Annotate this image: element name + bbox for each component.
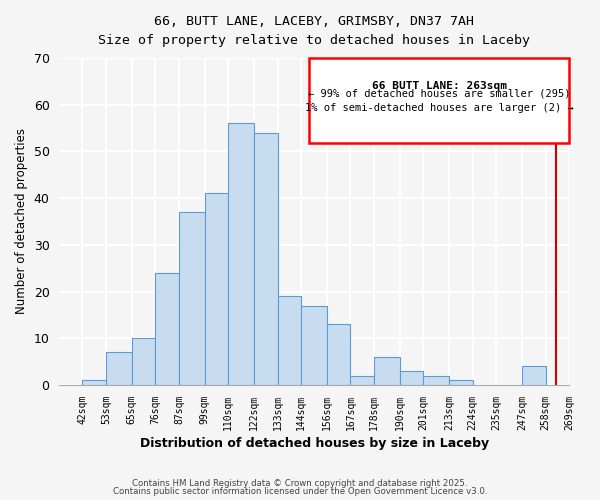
Text: Contains HM Land Registry data © Crown copyright and database right 2025.: Contains HM Land Registry data © Crown c… — [132, 478, 468, 488]
Bar — [301, 306, 327, 385]
Bar — [205, 194, 228, 385]
Text: Contains public sector information licensed under the Open Government Licence v3: Contains public sector information licen… — [113, 487, 487, 496]
Title: 66, BUTT LANE, LACEBY, GRIMSBY, DN37 7AH
Size of property relative to detached h: 66, BUTT LANE, LACEBY, GRIMSBY, DN37 7AH… — [98, 15, 530, 47]
Bar — [155, 273, 179, 385]
Y-axis label: Number of detached properties: Number of detached properties — [15, 128, 28, 314]
Bar — [106, 352, 132, 385]
FancyBboxPatch shape — [309, 58, 569, 143]
Text: 66 BUTT LANE: 263sqm: 66 BUTT LANE: 263sqm — [371, 81, 506, 91]
Bar — [449, 380, 473, 385]
Bar — [327, 324, 350, 385]
Bar — [350, 376, 374, 385]
Bar — [374, 357, 400, 385]
Bar — [228, 124, 254, 385]
Text: ← 99% of detached houses are smaller (295)
1% of semi-detached houses are larger: ← 99% of detached houses are smaller (29… — [305, 88, 574, 113]
Bar — [400, 371, 424, 385]
Bar — [522, 366, 545, 385]
Bar — [278, 296, 301, 385]
Bar — [424, 376, 449, 385]
Bar — [82, 380, 106, 385]
X-axis label: Distribution of detached houses by size in Laceby: Distribution of detached houses by size … — [140, 437, 489, 450]
Bar — [179, 212, 205, 385]
Bar — [132, 338, 155, 385]
Bar — [254, 132, 278, 385]
